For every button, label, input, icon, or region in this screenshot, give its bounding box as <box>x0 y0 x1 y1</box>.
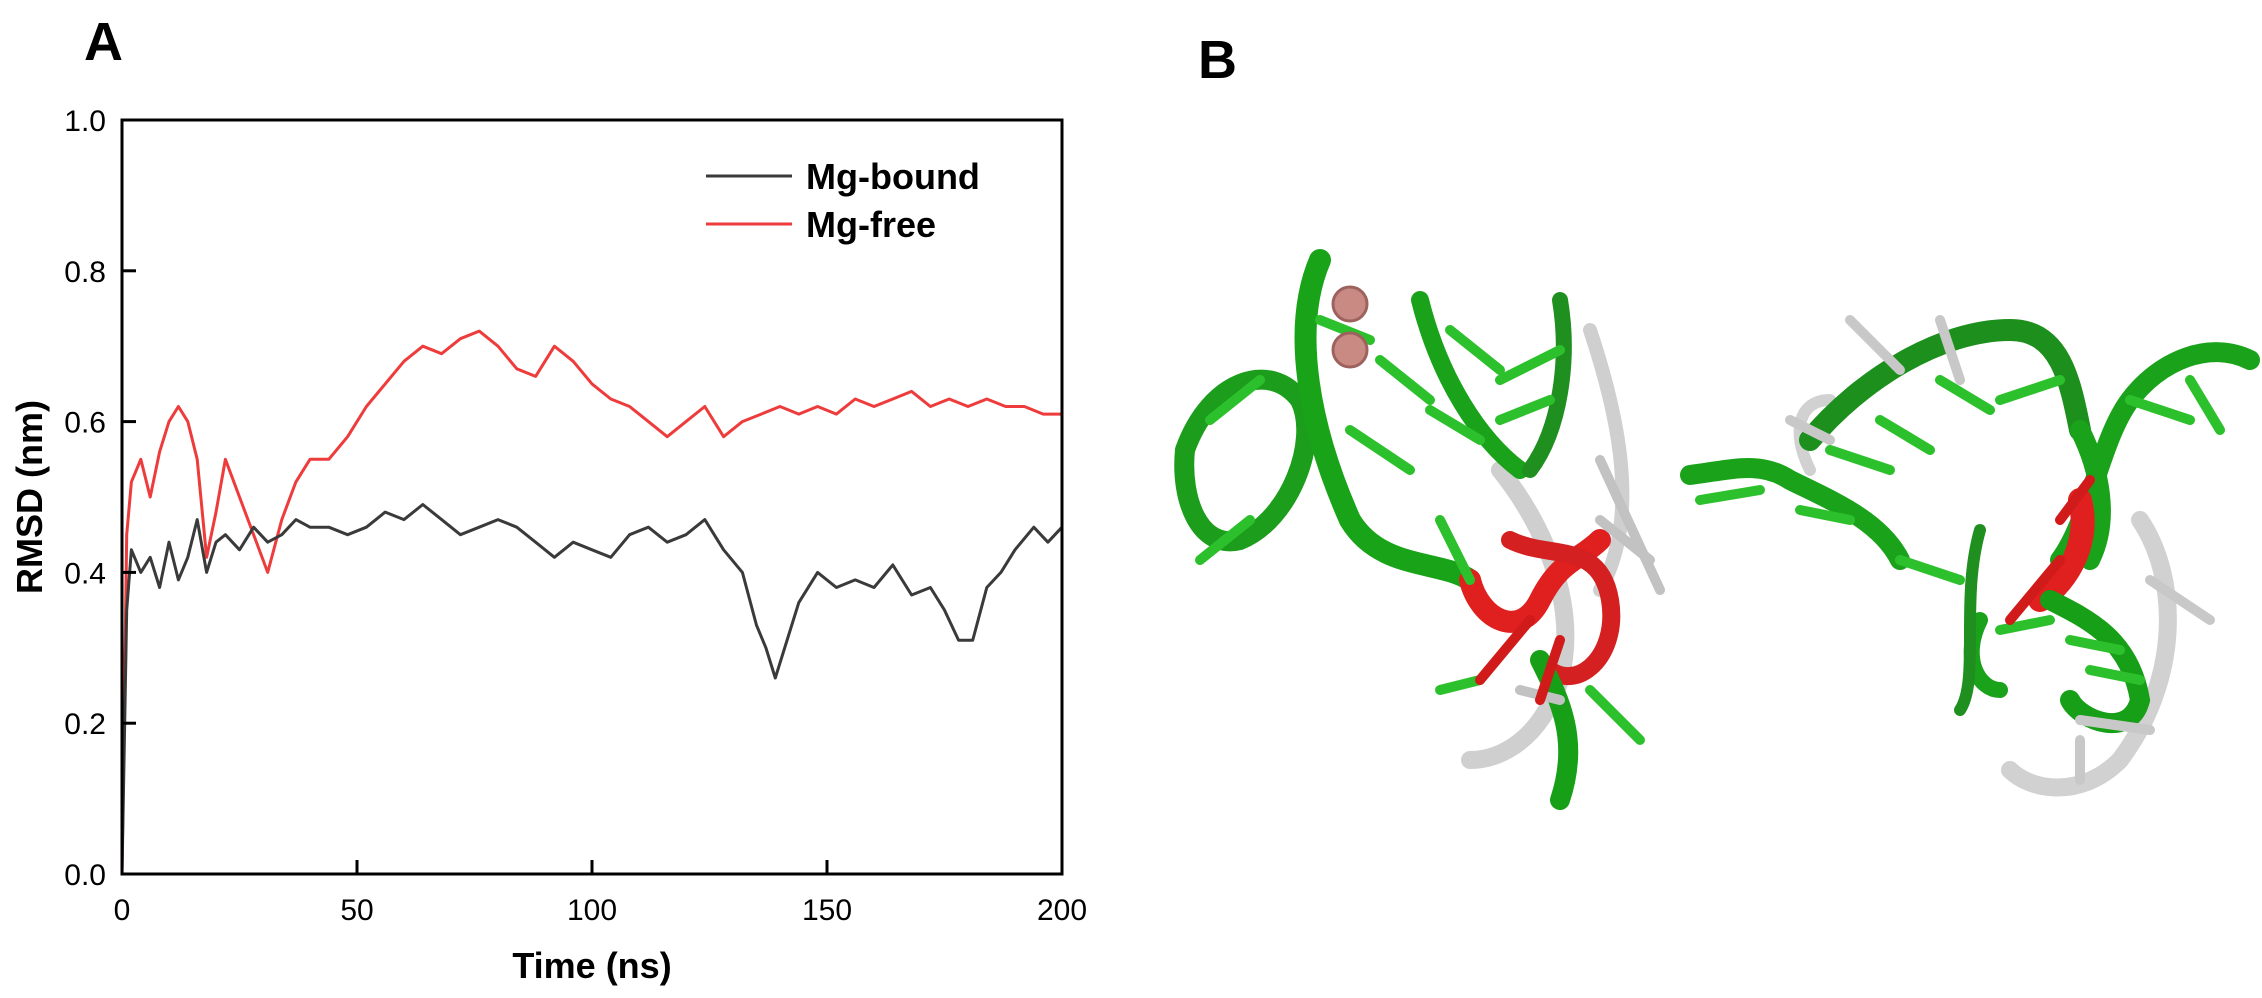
legend-label-mg-bound: Mg-bound <box>806 156 980 197</box>
series-line-mg-bound <box>120 503 1064 875</box>
panel-a-label: A <box>84 12 123 72</box>
x-tick-label: 200 <box>1037 894 1087 927</box>
series-layer <box>120 329 1064 875</box>
rna-structure-mg-bound <box>1174 249 1665 810</box>
y-axis-title: RMSD (nm) <box>9 400 50 594</box>
y-tick-label: 0.0 <box>64 859 106 892</box>
y-tick-label: 0.8 <box>64 256 106 289</box>
y-tick-label: 0.6 <box>64 407 106 440</box>
x-axis-title: Time (ns) <box>512 945 671 986</box>
rna-structure-mg-free <box>1680 315 2260 797</box>
y-tick-label: 0.2 <box>64 708 106 741</box>
series-line-mg-free <box>120 329 1062 875</box>
panel-b-label: B <box>1198 30 1237 90</box>
rmsd-chart: 0 50 100 150 200 0.0 0.2 0.4 0.6 0.8 1.0 Time (ns)… <box>9 105 1087 986</box>
ticks-layer: 0 50 100 150 200 0.0 0.2 0.4 0.6 0.8 1.0 <box>64 105 1087 927</box>
x-tick-label: 50 <box>340 894 373 927</box>
legend: Mg-bound Mg-free <box>706 156 980 245</box>
legend-label-mg-free: Mg-free <box>806 204 936 245</box>
x-tick-label: 0 <box>114 894 131 927</box>
x-tick-label: 150 <box>802 894 852 927</box>
y-tick-label: 0.4 <box>64 557 106 590</box>
y-tick-label: 1.0 <box>64 105 106 138</box>
x-tick-label: 100 <box>567 894 617 927</box>
